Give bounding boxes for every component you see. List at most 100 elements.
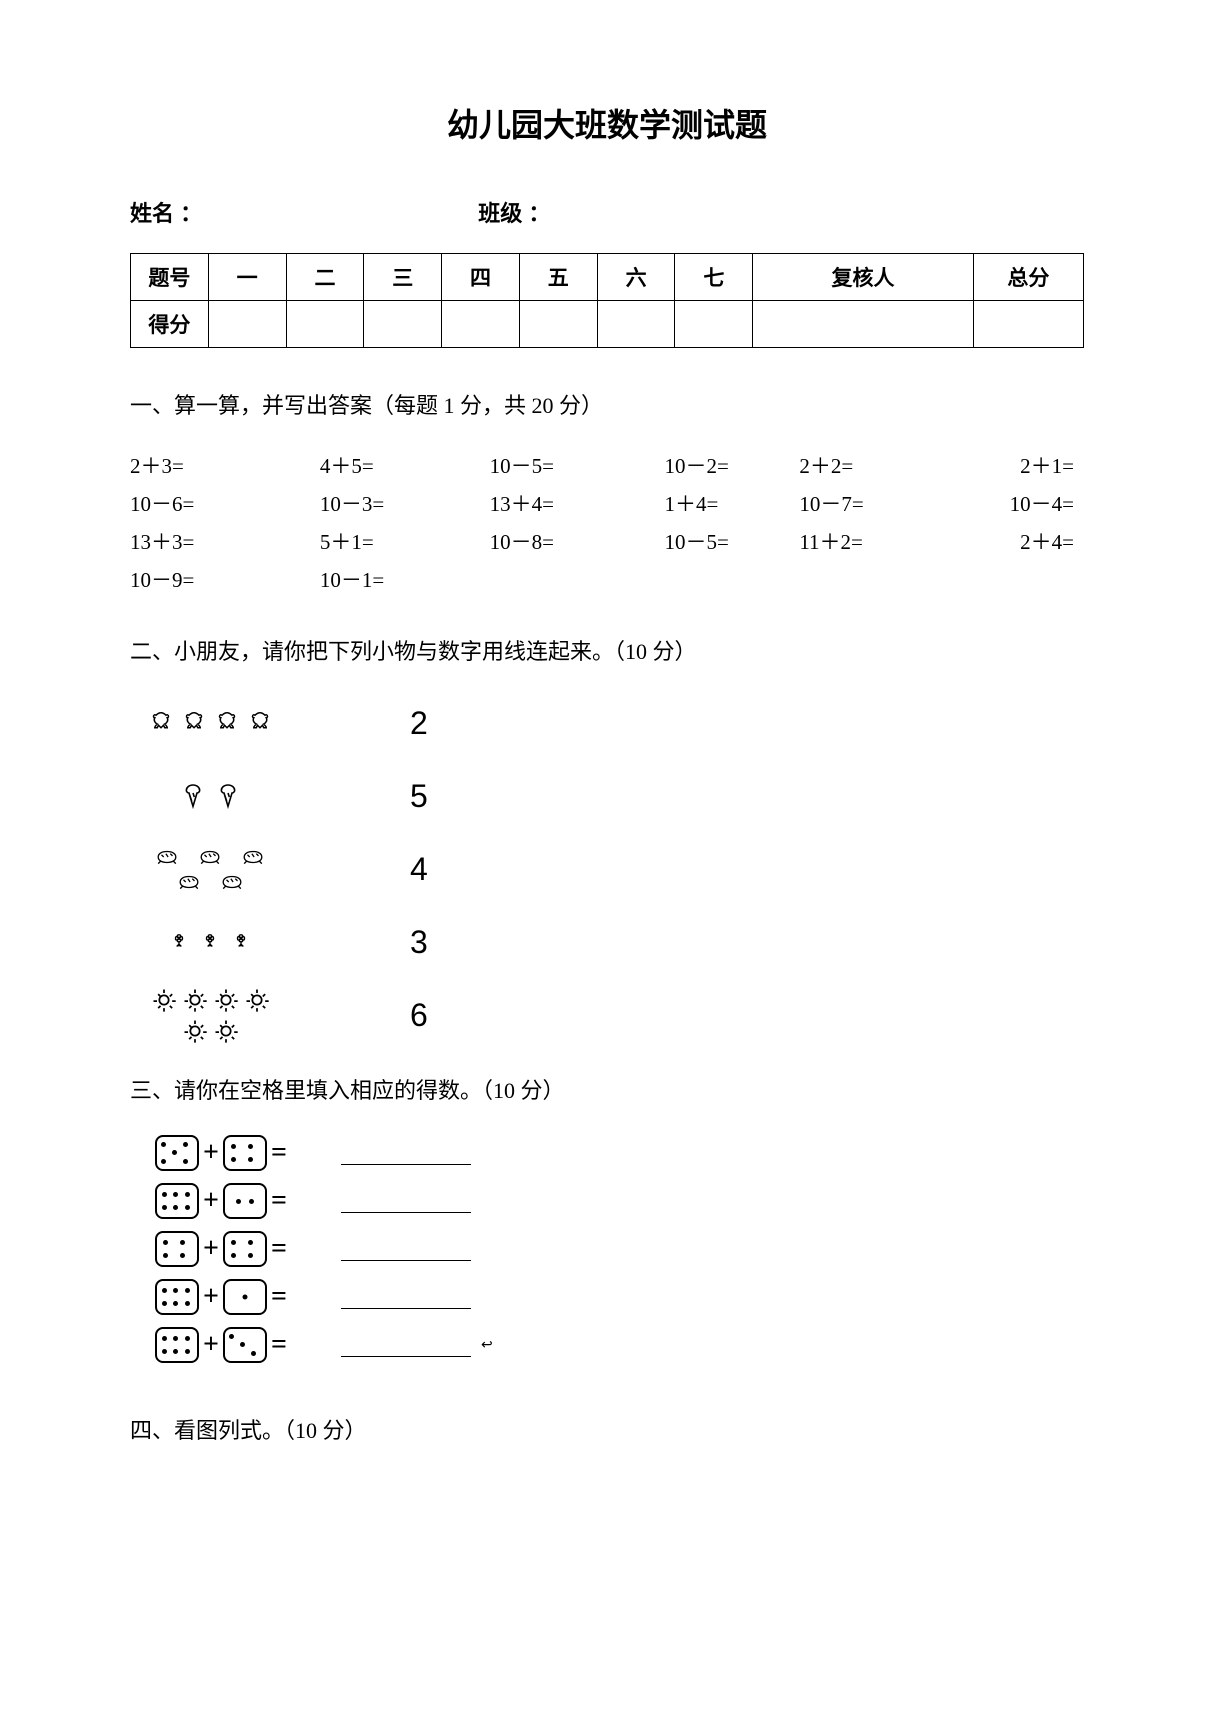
section1-heading: 一、算一算，并写出答案（每题 1 分，共 20 分） (130, 388, 1084, 420)
match-row: 5 (140, 769, 1084, 824)
frog-icon (212, 709, 242, 739)
flower-icon (165, 929, 193, 957)
cone-icon (177, 781, 209, 813)
plus-sign: + (203, 1137, 219, 1169)
score-cell (973, 301, 1083, 348)
col-2: 二 (286, 254, 364, 301)
frog-icon (146, 709, 176, 739)
match-number: 2 (410, 705, 428, 742)
section2-heading: 二、小朋友，请你把下列小物与数字用线连起来。（10 分） (130, 634, 1084, 666)
score-table: 题号 一 二 三 四 五 六 七 复核人 总分 得分 (130, 253, 1084, 348)
problem: 10－3= (290, 488, 445, 518)
turtle-icon (190, 846, 230, 868)
match-row: 3 (140, 915, 1084, 970)
table-header-row: 题号 一 二 三 四 五 六 七 复核人 总分 (131, 254, 1084, 301)
score-cell (364, 301, 442, 348)
dice-section: +=+=+=+=+=↩ (130, 1135, 1084, 1363)
dice-5 (155, 1135, 199, 1171)
equals-sign: = (271, 1185, 287, 1217)
problem: 10－2= (609, 450, 764, 480)
match-number: 3 (410, 924, 428, 961)
cursor-mark: ↩ (481, 1337, 493, 1354)
sun-icon (212, 1017, 240, 1045)
match-row: 2 (140, 696, 1084, 751)
problem: 5＋1= (290, 526, 445, 556)
reviewer-col: 复核人 (753, 254, 973, 301)
total-col: 总分 (973, 254, 1083, 301)
problem: 10－6= (130, 488, 285, 518)
sun-icon (212, 986, 240, 1014)
score-cell (208, 301, 286, 348)
problem: 4＋5= (290, 450, 445, 480)
problem: 2＋1= (929, 450, 1084, 480)
turtle-icon (233, 846, 273, 868)
score-cell (597, 301, 675, 348)
sun-icon (243, 986, 271, 1014)
class-label: 班级 ： (478, 196, 550, 228)
col-4: 四 (442, 254, 520, 301)
dice-equation: += (155, 1183, 1084, 1219)
match-number: 4 (410, 851, 428, 888)
plus-sign: + (203, 1329, 219, 1361)
problem: 10－4= (929, 488, 1084, 518)
icons-group (140, 781, 280, 813)
frog-icon (245, 709, 275, 739)
score-label: 得分 (131, 301, 209, 348)
problem: 13＋4= (450, 488, 605, 518)
plus-sign: + (203, 1233, 219, 1265)
plus-sign: + (203, 1281, 219, 1313)
col-7: 七 (675, 254, 753, 301)
equals-sign: = (271, 1137, 287, 1169)
problem: 10－1= (290, 564, 445, 594)
col-1: 一 (208, 254, 286, 301)
section4-heading: 四、看图列式。（10 分） (130, 1413, 1084, 1445)
answer-blank (341, 1189, 471, 1213)
cone-icon (212, 781, 244, 813)
equals-sign: = (271, 1329, 287, 1361)
sun-icon (181, 1017, 209, 1045)
sun-icon (181, 986, 209, 1014)
score-cell (753, 301, 973, 348)
dice-4 (155, 1231, 199, 1267)
answer-blank (341, 1333, 471, 1357)
dice-6 (155, 1279, 199, 1315)
dice-6 (155, 1327, 199, 1363)
plus-sign: + (203, 1185, 219, 1217)
dice-4 (223, 1135, 267, 1171)
problem: 10－9= (130, 564, 285, 594)
icons-group (140, 846, 280, 893)
equals-sign: = (271, 1281, 287, 1313)
dice-equation: + = ↩ (155, 1327, 1084, 1363)
table-score-row: 得分 (131, 301, 1084, 348)
score-cell (442, 301, 520, 348)
score-cell (675, 301, 753, 348)
page-title: 幼儿园大班数学测试题 (130, 100, 1084, 146)
col-5: 五 (519, 254, 597, 301)
sun-icon (150, 986, 178, 1014)
problem: 11＋2= (769, 526, 924, 556)
problem: 1＋4= (609, 488, 764, 518)
info-row: 姓名 ： 班级 ： (130, 196, 1084, 228)
problem: 10－8= (450, 526, 605, 556)
dice-6 (155, 1183, 199, 1219)
problem: 10－5= (609, 526, 764, 556)
frog-icon (179, 709, 209, 739)
problem: 2＋3= (130, 450, 285, 480)
equals-sign: = (271, 1233, 287, 1265)
dice-3 (223, 1327, 267, 1363)
section3-heading: 三、请你在空格里填入相应的得数。（10 分） (130, 1073, 1084, 1105)
icons-group (140, 929, 280, 957)
match-row: 6 (140, 988, 1084, 1043)
flower-icon (196, 929, 224, 957)
problem (450, 564, 605, 594)
match-number: 6 (410, 997, 428, 1034)
answer-blank (341, 1237, 471, 1261)
problems-grid: 2＋3=4＋5= 10－5= 10－2=2＋2=2＋1= 10－6=10－3=13＋4… (130, 450, 1084, 594)
problem: 13＋3= (130, 526, 285, 556)
name-label: 姓名 ： (130, 196, 202, 228)
problem: 10－7= (769, 488, 924, 518)
problem (769, 564, 924, 594)
match-number: 5 (410, 778, 428, 815)
problem (609, 564, 764, 594)
problem: 2＋2= (769, 450, 924, 480)
